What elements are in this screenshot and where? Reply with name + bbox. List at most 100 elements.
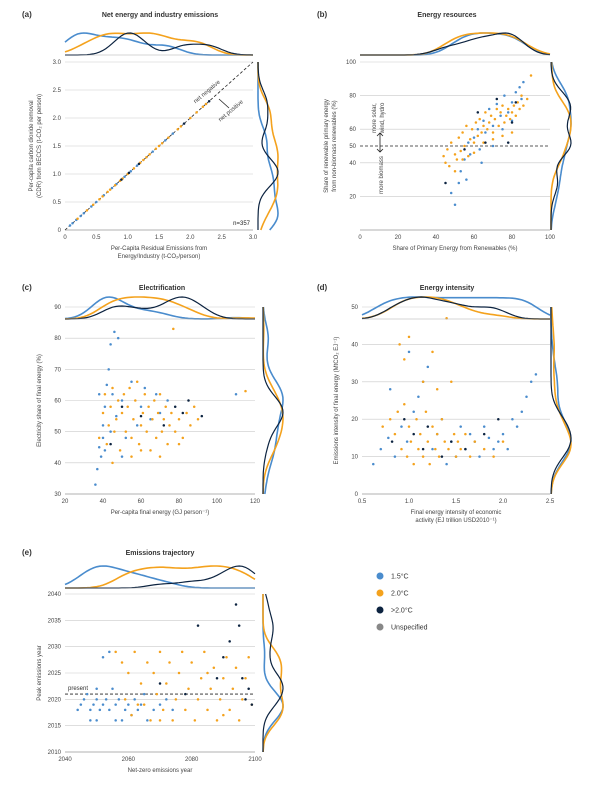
data-point	[506, 107, 510, 111]
data-point	[497, 440, 500, 443]
marginal-density-top	[361, 296, 551, 316]
data-point	[442, 154, 445, 158]
data-point	[501, 134, 504, 138]
data-point	[419, 432, 422, 436]
data-point	[484, 111, 487, 114]
y-tick-label: 2040	[48, 592, 62, 598]
data-point	[472, 151, 476, 154]
data-point	[168, 424, 171, 427]
data-point	[92, 703, 95, 706]
data-point	[480, 131, 483, 134]
x-tick-label: 100	[545, 235, 556, 241]
data-point	[164, 139, 167, 142]
data-point	[98, 197, 101, 201]
data-point	[379, 447, 383, 451]
data-point	[187, 399, 190, 402]
data-point	[212, 666, 216, 669]
arrow-double	[218, 98, 230, 109]
data-point	[139, 414, 143, 418]
data-point	[152, 708, 155, 712]
y-tick-label: 0	[58, 228, 62, 234]
data-point	[118, 449, 122, 452]
annotation-present: present	[68, 686, 88, 692]
data-point	[244, 389, 247, 393]
marginal-density-right	[257, 62, 279, 231]
data-point	[158, 682, 162, 685]
data-point	[127, 171, 131, 175]
data-point	[139, 424, 143, 427]
data-point	[171, 132, 175, 135]
data-point	[491, 131, 495, 134]
data-point	[492, 455, 495, 458]
data-point	[95, 200, 98, 204]
y-axis-label: Per-capita carbon dioxide removal	[29, 100, 35, 191]
x-tick-label: 20	[395, 235, 402, 241]
data-point	[101, 411, 105, 415]
x-tick-label: 0	[63, 235, 67, 241]
data-point	[449, 191, 453, 195]
data-point	[459, 425, 462, 428]
data-point	[142, 703, 146, 706]
data-point	[396, 410, 399, 413]
data-point	[171, 719, 174, 722]
x-tick-label: 100	[212, 499, 223, 505]
marginal-density-right	[550, 307, 572, 494]
legend-label: 2.0°C	[391, 590, 409, 598]
data-point	[166, 442, 169, 446]
data-point	[153, 399, 156, 402]
data-point	[426, 425, 430, 428]
data-point	[179, 125, 183, 128]
data-point	[510, 121, 514, 124]
data-point	[450, 380, 453, 384]
y-tick-label: 3.0	[53, 60, 62, 66]
data-point	[241, 698, 244, 701]
data-point	[529, 380, 533, 384]
y-tick-label: 2015	[48, 724, 62, 730]
data-point	[158, 703, 162, 706]
data-point	[522, 104, 525, 107]
x-axis-label: Net-zero emissions year	[128, 768, 193, 774]
y-tick-label: 80	[54, 336, 61, 342]
data-point	[117, 698, 121, 701]
legend: 1.5°C 2.0°C >2.0°C Unspecified	[376, 572, 428, 632]
data-point	[120, 661, 124, 664]
data-point	[234, 666, 238, 669]
x-tick-label: 1.5	[452, 499, 461, 505]
data-point	[128, 386, 131, 390]
data-point	[107, 368, 110, 371]
data-point	[467, 141, 470, 144]
data-point	[113, 183, 117, 187]
data-point	[514, 114, 518, 118]
data-point	[165, 698, 168, 701]
annotation-n: n=357	[233, 221, 251, 227]
data-point	[241, 677, 244, 680]
x-axis-label: activity (EJ trillion USD2010⁻¹)	[415, 518, 496, 524]
marginal-density-top	[64, 32, 253, 56]
data-point	[409, 440, 413, 443]
data-point	[177, 417, 181, 421]
x-tick-label: 40	[433, 235, 440, 241]
y-tick-label: 80	[349, 94, 356, 100]
marginal-density-top	[65, 296, 255, 320]
data-point	[98, 708, 102, 712]
data-point	[464, 432, 467, 436]
data-point	[522, 80, 525, 84]
x-tick-label: 40	[100, 499, 107, 505]
data-point	[120, 719, 124, 722]
data-point	[154, 393, 158, 396]
data-point	[143, 393, 147, 396]
data-point	[244, 698, 247, 701]
x-tick-label: 2.0	[499, 499, 508, 505]
data-point	[453, 169, 457, 173]
data-point	[247, 687, 250, 691]
data-point	[123, 698, 127, 701]
data-point	[520, 97, 523, 101]
data-point	[151, 150, 154, 153]
data-point	[145, 430, 148, 433]
x-tick-label: 0.5	[358, 499, 367, 505]
data-point	[514, 90, 518, 94]
data-point	[421, 380, 425, 384]
data-point	[95, 719, 98, 722]
data-point	[407, 425, 411, 428]
data-point	[142, 158, 145, 162]
